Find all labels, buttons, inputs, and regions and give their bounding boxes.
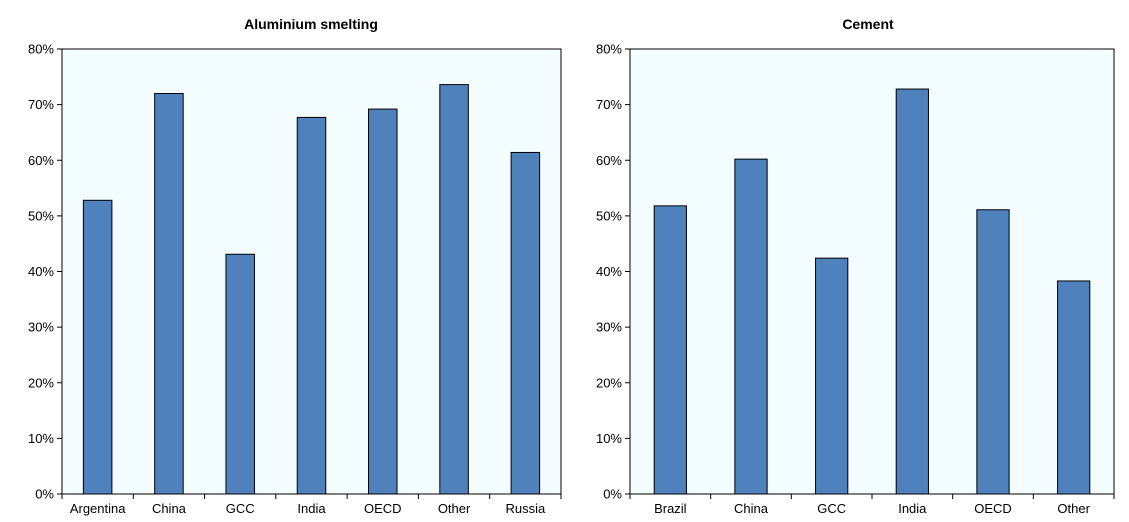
y-tick-label: 10%: [28, 431, 54, 446]
y-tick-label: 60%: [596, 153, 622, 168]
bar-other: [1057, 280, 1091, 495]
bar-argentina: [82, 199, 113, 495]
bar-oecd: [368, 108, 398, 495]
chart-title: Aluminium smelting: [244, 16, 378, 32]
plot-area: [630, 49, 1114, 494]
x-tick-label: Russia: [505, 501, 546, 516]
y-tick-label: 80%: [596, 42, 622, 57]
y-tick-label: 40%: [596, 264, 622, 279]
chart-aluminium-smelting: Aluminium smelting 0% 10% 20% 30% 40% 50% 60% 7…: [28, 16, 562, 516]
y-tick-label: 0%: [35, 487, 54, 502]
x-tick-label: China: [152, 501, 187, 516]
y-tick-label: 10%: [596, 431, 622, 446]
bar-other: [439, 84, 469, 495]
bar-gcc: [815, 257, 849, 495]
y-tick-label: 50%: [28, 208, 54, 223]
plot-frame: [61, 48, 562, 495]
bar-china: [154, 93, 184, 495]
x-tick-label: India: [297, 501, 326, 516]
chart-title: Cement: [842, 16, 894, 32]
y-tick-label: 70%: [28, 97, 54, 112]
y-tick-label: 30%: [596, 320, 622, 335]
y-tick-label: 40%: [28, 264, 54, 279]
y-tick-label: 60%: [28, 153, 54, 168]
bar-gcc: [225, 253, 255, 495]
x-tick-label: OECD: [974, 501, 1012, 516]
y-tick-label: 50%: [596, 208, 622, 223]
x-tick-label: Argentina: [70, 501, 126, 516]
y-tick-label: 20%: [596, 375, 622, 390]
x-tick-label: OECD: [364, 501, 402, 516]
x-tick-label: India: [898, 501, 927, 516]
x-tick-label: Other: [1057, 501, 1090, 516]
bar-india: [895, 88, 929, 495]
x-tick-label: Brazil: [654, 501, 687, 516]
x-tick-label: China: [734, 501, 769, 516]
y-tick-label: 70%: [596, 97, 622, 112]
bar-india: [296, 116, 327, 495]
plot-frame: [629, 48, 1115, 495]
x-tick-label: GCC: [817, 501, 846, 516]
bar-china: [734, 158, 768, 495]
bar-brazil: [653, 205, 687, 495]
bar-oecd: [976, 209, 1010, 495]
y-tick-label: 0%: [603, 487, 622, 502]
y-tick-label: 80%: [28, 42, 54, 57]
y-tick-label: 30%: [28, 320, 54, 335]
y-tick-label: 20%: [28, 375, 54, 390]
x-tick-label: GCC: [226, 501, 255, 516]
chart-cement: Cement 0% 10% 20% 30% 40% 50% 60% 70% 80% Brazil C…: [596, 16, 1115, 516]
bar-russia: [510, 151, 541, 495]
x-tick-label: Other: [438, 501, 471, 516]
